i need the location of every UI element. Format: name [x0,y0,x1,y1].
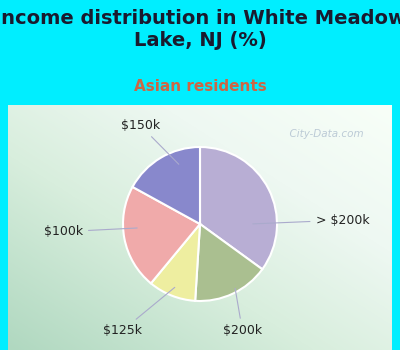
Text: $100k: $100k [44,225,137,238]
Text: $125k: $125k [103,287,175,337]
Text: $150k: $150k [121,119,179,164]
Wedge shape [200,147,277,269]
Text: $200k: $200k [223,288,262,337]
Wedge shape [132,147,200,224]
Text: Income distribution in White Meadow
Lake, NJ (%): Income distribution in White Meadow Lake… [0,9,400,50]
Text: Asian residents: Asian residents [134,79,266,93]
Wedge shape [151,224,200,301]
Wedge shape [195,224,262,301]
Text: City-Data.com: City-Data.com [282,130,363,139]
Wedge shape [123,187,200,284]
Text: > $200k: > $200k [253,214,369,227]
